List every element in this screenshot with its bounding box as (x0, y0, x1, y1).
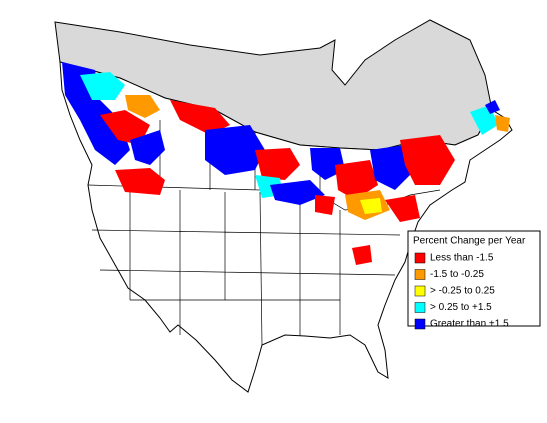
trend-regions (62, 62, 510, 265)
legend-label: -1.5 to -0.25 (430, 269, 484, 280)
range-region (270, 180, 325, 205)
range-region (255, 148, 300, 180)
range-region (400, 135, 455, 185)
range-region (205, 125, 265, 175)
legend-swatch (414, 318, 426, 330)
range-region (125, 95, 160, 118)
legend-label: > -0.25 to 0.25 (430, 286, 495, 297)
legend: Percent Change per Year Less than -1.5 -1… (407, 230, 541, 330)
legend-box (407, 230, 541, 327)
range-region (335, 160, 378, 200)
range-region (495, 115, 510, 132)
range-region (130, 130, 165, 165)
legend-title: Percent Change per Year (413, 236, 526, 247)
legend-swatch (414, 269, 426, 280)
legend-label: Less than -1.5 (430, 253, 494, 264)
range-region (62, 62, 130, 165)
range-region (100, 110, 150, 145)
legend-swatch (414, 285, 426, 297)
range-region (170, 100, 230, 135)
range-region (315, 195, 335, 215)
legend-label: Greater than +1.5 (430, 319, 509, 330)
range-region (360, 198, 382, 214)
range-region (80, 72, 125, 100)
range-region (385, 195, 420, 222)
legend-swatch (414, 252, 426, 264)
legend-swatch (414, 302, 426, 313)
legend-label: > 0.25 to +1.5 (430, 302, 492, 313)
range-region (115, 168, 165, 195)
range-region (352, 245, 372, 265)
range-region (485, 100, 500, 114)
